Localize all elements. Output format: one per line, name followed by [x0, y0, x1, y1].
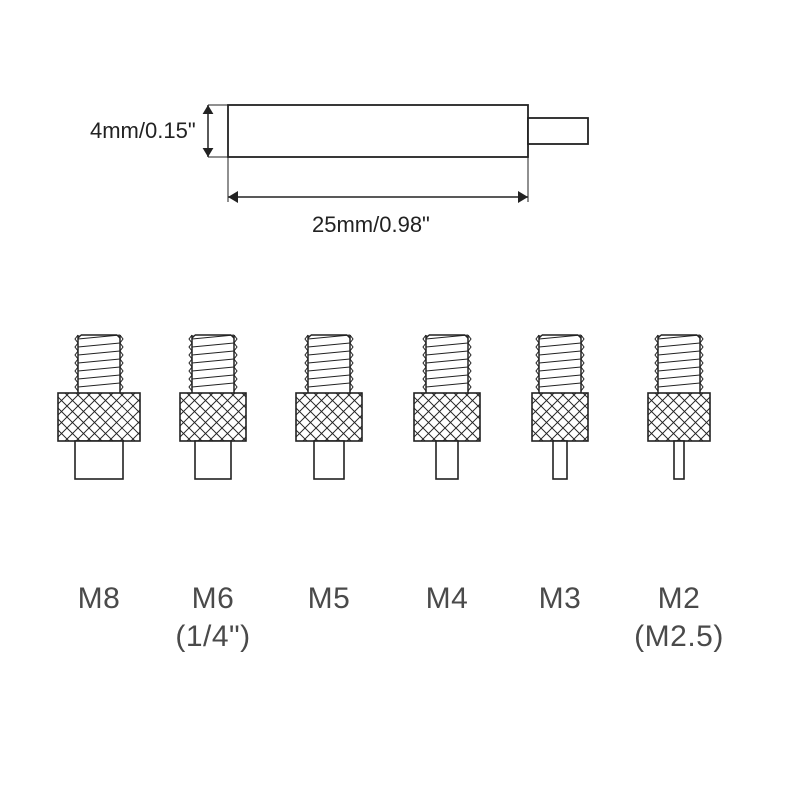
- adapter-sub-1: (1/4"): [143, 620, 283, 654]
- adapter-label-5: M2: [629, 582, 729, 616]
- adapter-sub-5: (M2.5): [609, 620, 749, 654]
- adapter-label-2: M5: [279, 582, 379, 616]
- adapter-label-0: M8: [49, 582, 149, 616]
- adapter-label-1: M6: [163, 582, 263, 616]
- rod-height-label: 4mm/0.15": [90, 118, 196, 144]
- adapter-label-4: M3: [510, 582, 610, 616]
- rod-length-label: 25mm/0.98": [312, 212, 430, 238]
- adapter-label-3: M4: [397, 582, 497, 616]
